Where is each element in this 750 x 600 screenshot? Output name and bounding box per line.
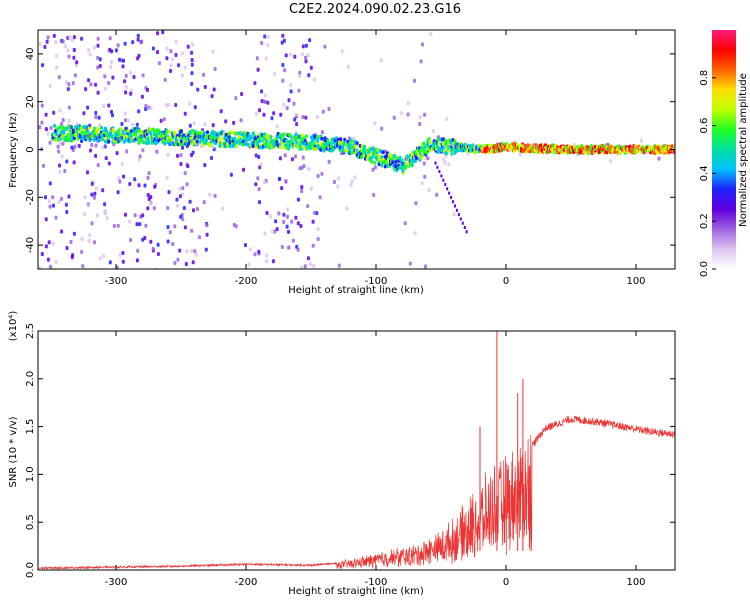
colorbar-tick-label: 0.8	[699, 70, 710, 86]
snr-series	[38, 331, 675, 570]
snr-y-tick-label: 1.5	[25, 419, 36, 435]
colorbar: 0.0 0.2 0.4 0.6 0.8 Normalized spectral ampl…	[699, 30, 749, 277]
spectrogram-y-tick-label: -20	[25, 189, 36, 205]
snr-y-ticks: 0.0 0.5 1.0 1.5 2.0 2.5	[25, 323, 675, 578]
spectrogram-y-tick-label: 40	[25, 48, 36, 61]
snr-y-tick-label: 0.0	[25, 562, 36, 578]
spectrogram-y-ticks: -40 -20 0 20 40	[25, 48, 675, 253]
snr-panel: -300 -200 -100 0 100 0.0 0.5 1.0 1.5 2.0 2.5 Heig…	[8, 311, 676, 597]
snr-y-tick-label: 2.0	[25, 371, 36, 387]
spectrogram-y-axis-label: Frequency (Hz)	[8, 112, 19, 188]
snr-y-axis-label: SNR (10 * v/v)	[8, 416, 19, 487]
spectrogram-x-tick-label: 100	[626, 276, 645, 287]
spectrogram-x-ticks: -300 -200 -100 0 100	[105, 30, 646, 287]
snr-x-ticks: -300 -200 -100 0 100	[105, 331, 646, 588]
snr-frame	[37, 330, 676, 571]
snr-x-tick-label: 100	[626, 577, 645, 588]
snr-x-axis-label: Height of straight line (km)	[288, 586, 424, 597]
colorbar-ticks: 0.0 0.2 0.4 0.6 0.8	[699, 70, 716, 277]
snr-y-tick-label: 1.0	[25, 466, 36, 482]
spectrogram-x-tick-label: -300	[105, 276, 128, 287]
spectrogram-x-tick-label: 0	[503, 276, 509, 287]
spectrogram-heatmap	[38, 30, 675, 269]
snr-x-tick-label: 0	[503, 577, 509, 588]
spectrogram-x-tick-label: -200	[235, 276, 258, 287]
snr-y-tick-label: 0.5	[25, 514, 36, 530]
snr-x-tick-label: -100	[365, 577, 388, 588]
figure-title: C2E2.2024.090.02.23.G16	[288, 2, 462, 17]
colorbar-tick-label: 0.0	[699, 261, 710, 277]
snr-y-tick-label: 2.5	[25, 323, 36, 339]
snr-line	[38, 415, 675, 570]
snr-x-tick-label: -200	[235, 577, 258, 588]
colorbar-tick-label: 0.4	[699, 165, 710, 181]
colorbar-tick-label: 0.2	[699, 213, 710, 229]
spectrogram-y-tick-label: 20	[25, 95, 36, 108]
snr-x-tick-label: -300	[105, 577, 128, 588]
colorbar-label: Normalized spectral amplitude	[738, 73, 749, 227]
colorbar-tick-label: 0.6	[699, 118, 710, 134]
snr-scale-label: (x10⁴)	[8, 311, 19, 342]
spectrogram-y-tick-label: 0	[25, 146, 36, 152]
colorbar-gradient	[712, 30, 736, 269]
spectrogram-y-tick-label: -40	[25, 237, 36, 253]
spectrogram-x-axis-label: Height of straight line (km)	[288, 285, 424, 296]
spectrogram-x-tick-label: -100	[365, 276, 388, 287]
